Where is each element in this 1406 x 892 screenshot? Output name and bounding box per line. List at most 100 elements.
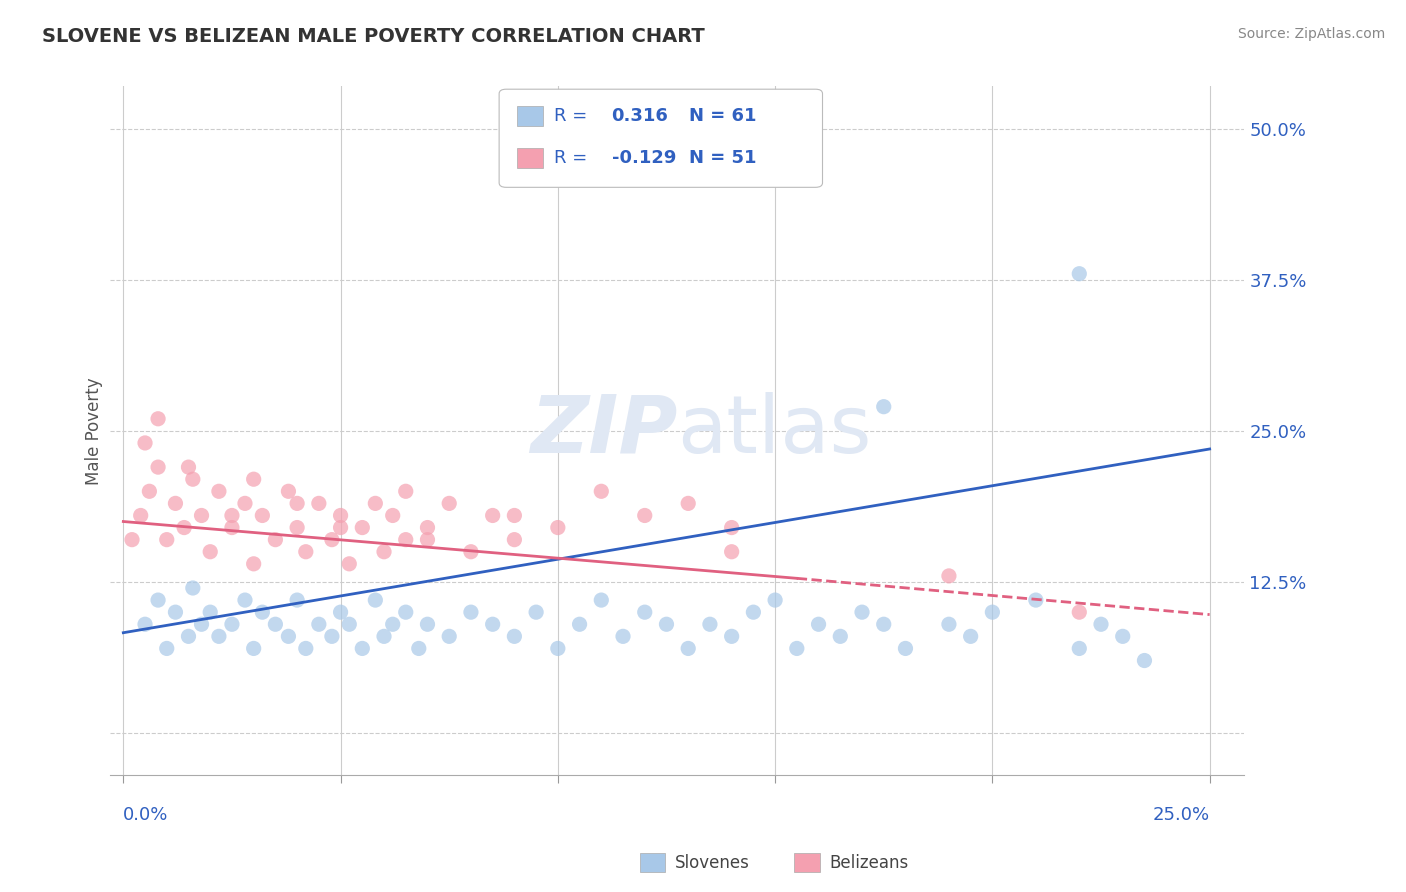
Point [634, 508, 657, 523]
Point [786, 641, 808, 656]
Point [981, 605, 1004, 619]
Point [308, 617, 330, 632]
Point [1069, 641, 1091, 656]
Point [173, 520, 195, 534]
Point [190, 617, 212, 632]
Point [395, 533, 418, 547]
Point [200, 605, 222, 619]
Point [321, 629, 343, 643]
Point [165, 605, 187, 619]
Point [264, 533, 287, 547]
Point [547, 520, 569, 534]
Point [364, 496, 387, 510]
Point [763, 593, 786, 607]
Point [676, 496, 699, 510]
Point [655, 617, 678, 632]
Point [408, 641, 430, 656]
Point [208, 484, 231, 499]
Text: SLOVENE VS BELIZEAN MALE POVERTY CORRELATION CHART: SLOVENE VS BELIZEAN MALE POVERTY CORRELA… [42, 27, 704, 45]
Point [481, 617, 503, 632]
Text: Source: ZipAtlas.com: Source: ZipAtlas.com [1237, 27, 1385, 41]
Point [873, 400, 896, 414]
Point [524, 605, 547, 619]
Point [612, 629, 634, 643]
Text: 0.0%: 0.0% [124, 805, 169, 823]
Point [1069, 267, 1091, 281]
Point [242, 641, 264, 656]
Point [129, 508, 152, 523]
Point [321, 533, 343, 547]
Point [337, 557, 360, 571]
Point [138, 484, 160, 499]
Point [416, 520, 439, 534]
Text: R =: R = [554, 107, 588, 125]
Point [233, 593, 256, 607]
Point [181, 581, 204, 595]
Point [337, 617, 360, 632]
Text: N = 51: N = 51 [689, 149, 756, 167]
Point [938, 617, 960, 632]
Point [181, 472, 204, 486]
Point [134, 436, 156, 450]
Point [720, 629, 742, 643]
Point [285, 593, 308, 607]
Point [352, 641, 374, 656]
Point [146, 411, 169, 425]
Text: Slovenes: Slovenes [675, 854, 749, 871]
Text: -0.129: -0.129 [612, 149, 676, 167]
Point [373, 545, 395, 559]
Point [503, 629, 526, 643]
Point [460, 545, 482, 559]
Point [134, 617, 156, 632]
Point [200, 545, 222, 559]
Point [121, 533, 143, 547]
Text: ZIP: ZIP [530, 392, 678, 470]
Point [873, 617, 896, 632]
Point [381, 617, 404, 632]
Point [591, 593, 613, 607]
Point [481, 508, 503, 523]
Point [1025, 593, 1047, 607]
Point [547, 641, 569, 656]
Point [233, 496, 256, 510]
Point [1069, 605, 1091, 619]
Point [1133, 653, 1156, 667]
Point [437, 496, 460, 510]
Point [395, 484, 418, 499]
Point [373, 629, 395, 643]
Text: N = 61: N = 61 [689, 107, 756, 125]
Point [252, 605, 274, 619]
Point [285, 520, 308, 534]
Point [308, 496, 330, 510]
Point [364, 593, 387, 607]
Point [807, 617, 830, 632]
Point [146, 593, 169, 607]
Point [568, 617, 591, 632]
Point [720, 545, 742, 559]
Point [285, 496, 308, 510]
Point [938, 569, 960, 583]
Point [221, 520, 243, 534]
Point [177, 460, 200, 475]
Point [416, 533, 439, 547]
Point [416, 617, 439, 632]
Point [395, 605, 418, 619]
Point [1112, 629, 1135, 643]
Text: 0.316: 0.316 [612, 107, 668, 125]
Point [277, 484, 299, 499]
Point [1090, 617, 1112, 632]
Point [329, 520, 352, 534]
Point [252, 508, 274, 523]
Point [156, 533, 179, 547]
Y-axis label: Male Poverty: Male Poverty [86, 377, 103, 484]
Point [851, 605, 873, 619]
Point [295, 545, 318, 559]
Point [208, 629, 231, 643]
Point [894, 641, 917, 656]
Point [221, 508, 243, 523]
Point [156, 641, 179, 656]
Point [437, 629, 460, 643]
Point [277, 629, 299, 643]
Point [295, 641, 318, 656]
Point [742, 605, 765, 619]
